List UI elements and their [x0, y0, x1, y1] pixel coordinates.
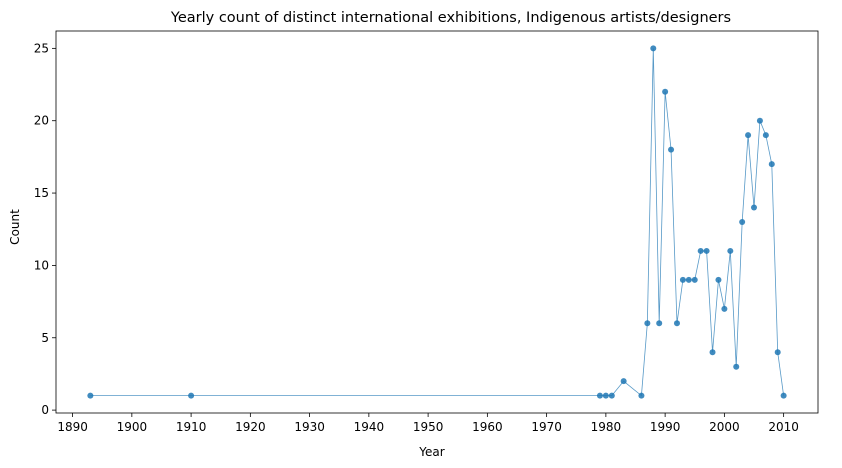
data-point	[768, 161, 775, 168]
y-axis-label: Count	[8, 209, 22, 245]
data-point	[87, 392, 94, 399]
data-point	[650, 45, 657, 52]
data-point	[602, 392, 609, 399]
data-point	[673, 320, 680, 327]
y-tick-label: 20	[34, 114, 49, 128]
data-point	[656, 320, 663, 327]
x-tick-label: 1950	[413, 420, 444, 434]
y-tick-label: 25	[34, 41, 49, 55]
data-point	[668, 146, 675, 153]
data-point	[721, 305, 728, 312]
x-tick-label: 1910	[176, 420, 207, 434]
y-axis: 0 5 10 15 20 25	[34, 41, 56, 417]
data-point	[762, 132, 769, 139]
y-tick-label: 10	[34, 258, 49, 272]
data-point	[596, 392, 603, 399]
data-point	[662, 88, 669, 95]
plot-area	[55, 30, 819, 414]
x-tick-label: 1920	[235, 420, 266, 434]
data-point	[620, 378, 627, 385]
y-tick-label: 15	[34, 186, 49, 200]
plot-frame	[55, 30, 819, 414]
data-point	[679, 276, 686, 283]
data-point	[709, 349, 716, 356]
data-point	[638, 392, 645, 399]
data-point	[780, 392, 787, 399]
x-tick-label: 1930	[294, 420, 325, 434]
x-tick-label: 1980	[591, 420, 622, 434]
data-point	[715, 276, 722, 283]
data-point	[691, 276, 698, 283]
series-line	[90, 48, 785, 397]
x-tick-label: 1940	[354, 420, 385, 434]
x-tick-label: 1900	[117, 420, 148, 434]
series-layer	[87, 45, 787, 399]
data-point	[745, 132, 752, 139]
data-point	[756, 117, 763, 124]
data-point	[608, 392, 615, 399]
data-point	[703, 247, 710, 254]
x-tick-label: 1990	[650, 420, 681, 434]
data-point	[727, 247, 734, 254]
x-tick-label: 1960	[472, 420, 503, 434]
x-tick-label: 1970	[531, 420, 562, 434]
x-tick-label: 2010	[768, 420, 799, 434]
data-point	[685, 276, 692, 283]
y-tick-label: 0	[41, 403, 49, 417]
x-tick-label: 1890	[57, 420, 88, 434]
x-tick-label: 2000	[709, 420, 740, 434]
data-point	[644, 320, 651, 327]
data-point	[188, 392, 195, 399]
data-point	[733, 363, 740, 370]
x-axis-label: Year	[418, 445, 444, 459]
data-point	[697, 247, 704, 254]
x-axis: 1890 1900 1910 1920 1930 1940 1950 1960 1970 1980…	[57, 413, 799, 434]
chart-title: Yearly count of distinct international e…	[170, 10, 731, 26]
data-point	[751, 204, 758, 211]
y-tick-label: 5	[41, 331, 49, 345]
data-point	[739, 219, 746, 225]
data-point	[774, 349, 781, 356]
